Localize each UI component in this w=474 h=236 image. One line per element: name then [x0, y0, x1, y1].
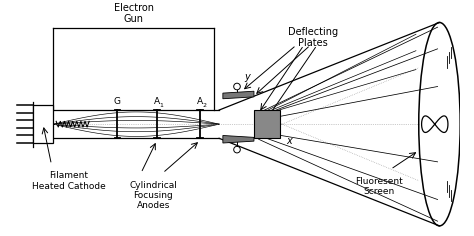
Text: Cylindrical
Focusing
Anodes: Cylindrical Focusing Anodes: [129, 181, 177, 211]
Polygon shape: [223, 135, 254, 143]
Text: Deflecting
Plates: Deflecting Plates: [288, 27, 338, 48]
Bar: [254, 110, 280, 138]
Text: A: A: [154, 97, 160, 106]
Bar: [33, 105, 54, 143]
Text: G: G: [114, 97, 121, 106]
Text: 1: 1: [160, 103, 164, 108]
Text: Electron
Gun: Electron Gun: [114, 3, 154, 24]
Polygon shape: [223, 91, 254, 99]
Text: y: y: [245, 72, 250, 82]
Text: Filament
Heated Cathode: Filament Heated Cathode: [32, 171, 105, 191]
Text: Fluoresent
Screen: Fluoresent Screen: [356, 177, 403, 196]
Text: 2: 2: [203, 103, 207, 108]
Text: A: A: [197, 97, 203, 106]
Text: x: x: [286, 136, 292, 146]
